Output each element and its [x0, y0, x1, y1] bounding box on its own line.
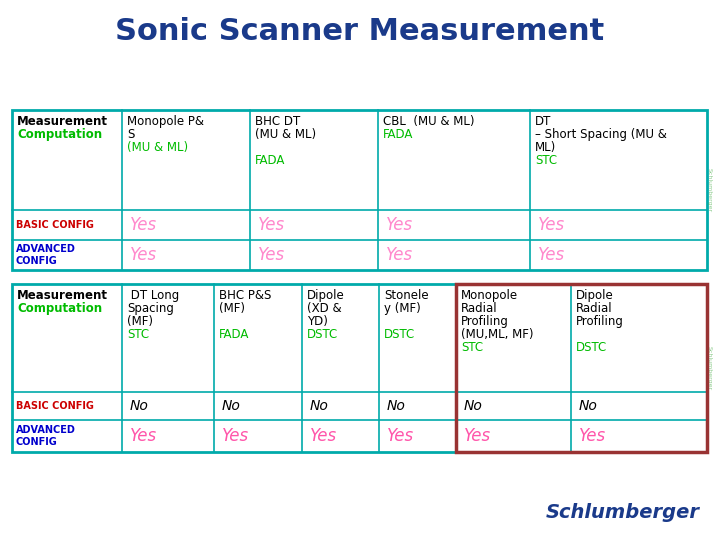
- Text: FADA: FADA: [383, 128, 413, 141]
- Text: No: No: [222, 399, 241, 413]
- Text: Computation: Computation: [17, 302, 102, 315]
- Text: No: No: [464, 399, 483, 413]
- Text: STC: STC: [461, 341, 483, 354]
- Bar: [456, 284, 707, 452]
- Text: Sonic Scanner Measurement: Sonic Scanner Measurement: [115, 17, 605, 46]
- Text: Radial: Radial: [576, 302, 613, 315]
- Text: (MF): (MF): [127, 315, 153, 328]
- Text: Yes: Yes: [130, 427, 157, 445]
- Text: DT: DT: [535, 115, 552, 128]
- Text: Yes: Yes: [130, 216, 157, 234]
- Text: Yes: Yes: [579, 427, 606, 445]
- Text: CBL  (MU & ML): CBL (MU & ML): [383, 115, 474, 128]
- Text: Dipole: Dipole: [576, 289, 613, 302]
- Text: – Short Spacing (MU &: – Short Spacing (MU &: [535, 128, 667, 141]
- Text: STC: STC: [535, 154, 557, 167]
- Text: BASIC CONFIG: BASIC CONFIG: [16, 401, 94, 411]
- Bar: [12, 110, 707, 270]
- Text: Yes: Yes: [258, 246, 285, 264]
- Text: Computation: Computation: [17, 128, 102, 141]
- Text: Profiling: Profiling: [461, 315, 509, 328]
- Text: Measurement: Measurement: [17, 289, 108, 302]
- Text: Stonele: Stonele: [384, 289, 428, 302]
- Text: Schlumberger: Schlumberger: [706, 168, 711, 212]
- Text: (MU & ML): (MU & ML): [255, 128, 316, 141]
- Text: Yes: Yes: [222, 427, 249, 445]
- Text: Yes: Yes: [387, 427, 414, 445]
- Text: Yes: Yes: [258, 216, 285, 234]
- Text: Spacing: Spacing: [127, 302, 174, 315]
- Text: BASIC CONFIG: BASIC CONFIG: [16, 220, 94, 230]
- Text: Schlumberger: Schlumberger: [706, 346, 711, 390]
- Text: Profiling: Profiling: [576, 315, 624, 328]
- Text: BHC DT: BHC DT: [255, 115, 300, 128]
- Text: BHC P&S: BHC P&S: [219, 289, 271, 302]
- Text: (XD &: (XD &: [307, 302, 341, 315]
- Text: Yes: Yes: [130, 246, 157, 264]
- Text: FADA: FADA: [255, 154, 285, 167]
- Text: Yes: Yes: [310, 427, 337, 445]
- Text: Dipole: Dipole: [307, 289, 345, 302]
- Text: Yes: Yes: [538, 216, 565, 234]
- Text: FADA: FADA: [219, 328, 249, 341]
- Text: STC: STC: [127, 328, 149, 341]
- Text: (MU & ML): (MU & ML): [127, 141, 188, 154]
- Text: ADVANCED
CONFIG: ADVANCED CONFIG: [16, 425, 76, 447]
- Text: No: No: [130, 399, 149, 413]
- Text: Yes: Yes: [386, 216, 413, 234]
- Text: (MU,ML, MF): (MU,ML, MF): [461, 328, 534, 341]
- Text: DT Long: DT Long: [127, 289, 179, 302]
- Bar: [12, 284, 707, 452]
- Text: DSTC: DSTC: [384, 328, 415, 341]
- Text: YD): YD): [307, 315, 328, 328]
- Text: No: No: [387, 399, 406, 413]
- Text: DSTC: DSTC: [307, 328, 338, 341]
- Text: Monopole: Monopole: [461, 289, 518, 302]
- Text: Yes: Yes: [386, 246, 413, 264]
- Text: Measurement: Measurement: [17, 115, 108, 128]
- Text: ML): ML): [535, 141, 557, 154]
- Text: S: S: [127, 128, 135, 141]
- Text: Radial: Radial: [461, 302, 498, 315]
- Text: Monopole P&: Monopole P&: [127, 115, 204, 128]
- Text: y (MF): y (MF): [384, 302, 420, 315]
- Text: No: No: [310, 399, 329, 413]
- Text: (MF): (MF): [219, 302, 245, 315]
- Text: ADVANCED
CONFIG: ADVANCED CONFIG: [16, 244, 76, 266]
- Text: Schlumberger: Schlumberger: [546, 503, 700, 522]
- Text: No: No: [579, 399, 598, 413]
- Text: Yes: Yes: [464, 427, 491, 445]
- Text: DSTC: DSTC: [576, 341, 607, 354]
- Text: Yes: Yes: [538, 246, 565, 264]
